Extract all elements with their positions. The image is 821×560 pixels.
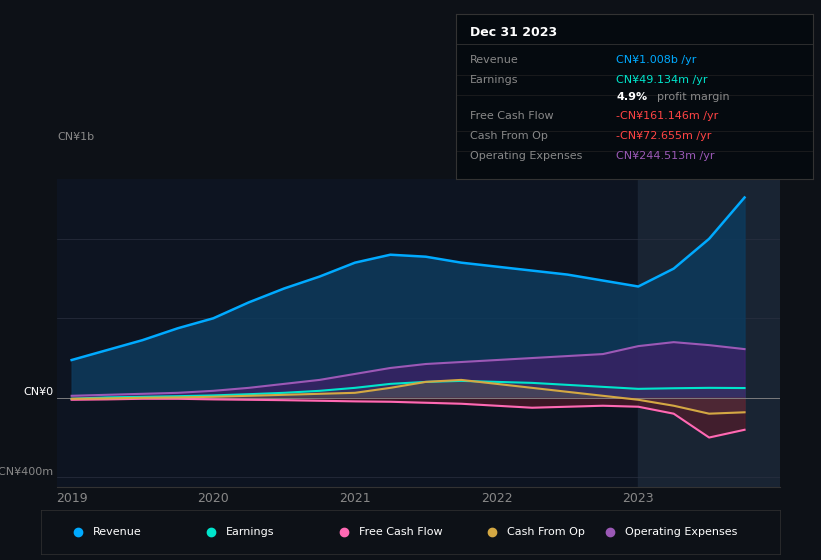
Text: CN¥1.008b /yr: CN¥1.008b /yr bbox=[617, 55, 697, 66]
Text: Operating Expenses: Operating Expenses bbox=[625, 527, 737, 537]
Text: Cash From Op: Cash From Op bbox=[470, 131, 548, 141]
Text: Operating Expenses: Operating Expenses bbox=[470, 151, 582, 161]
Text: Cash From Op: Cash From Op bbox=[507, 527, 585, 537]
Text: CN¥0: CN¥0 bbox=[23, 388, 53, 398]
Text: Earnings: Earnings bbox=[470, 75, 518, 85]
Text: Dec 31 2023: Dec 31 2023 bbox=[470, 26, 557, 39]
Text: -CN¥161.146m /yr: -CN¥161.146m /yr bbox=[617, 111, 718, 122]
Text: Free Cash Flow: Free Cash Flow bbox=[359, 527, 443, 537]
Text: profit margin: profit margin bbox=[658, 92, 730, 101]
Text: Earnings: Earnings bbox=[226, 527, 274, 537]
Bar bbox=[638, 179, 780, 487]
Text: Free Cash Flow: Free Cash Flow bbox=[470, 111, 553, 122]
Text: -CN¥72.655m /yr: -CN¥72.655m /yr bbox=[617, 131, 712, 141]
Text: 4.9%: 4.9% bbox=[617, 92, 648, 101]
Text: CN¥244.513m /yr: CN¥244.513m /yr bbox=[617, 151, 715, 161]
Text: Revenue: Revenue bbox=[470, 55, 519, 66]
Text: Revenue: Revenue bbox=[93, 527, 141, 537]
Text: -CN¥400m: -CN¥400m bbox=[0, 467, 53, 477]
Text: CN¥1b: CN¥1b bbox=[57, 132, 94, 142]
Text: CN¥49.134m /yr: CN¥49.134m /yr bbox=[617, 75, 708, 85]
